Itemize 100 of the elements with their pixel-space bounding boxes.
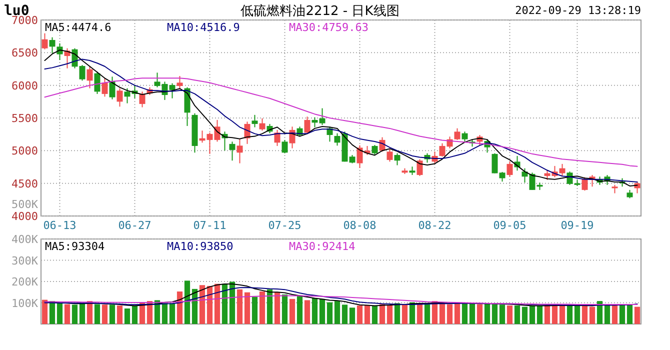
y-tick-label: 100K <box>12 296 38 310</box>
bar <box>424 304 430 324</box>
bar <box>252 296 258 324</box>
candlestick <box>86 66 93 89</box>
candlestick <box>282 139 288 154</box>
candlestick <box>236 138 243 164</box>
y-tick-label: 300K <box>12 254 38 268</box>
bar <box>596 301 603 324</box>
bar <box>484 303 490 324</box>
bar <box>379 304 386 324</box>
bar <box>612 306 618 324</box>
bar <box>582 306 588 324</box>
bar <box>364 306 370 324</box>
candlestick <box>582 176 588 192</box>
candlestick <box>454 128 460 140</box>
bar <box>394 303 400 324</box>
y-tick-label: 200K <box>12 276 38 288</box>
text: 500K <box>12 198 38 211</box>
candlestick <box>259 118 266 132</box>
bar <box>446 304 453 324</box>
bar <box>304 300 310 324</box>
line-series <box>44 286 638 306</box>
candlestick <box>94 71 100 94</box>
candlestick <box>116 88 123 108</box>
bar <box>94 304 100 324</box>
bar <box>349 308 356 324</box>
bar <box>132 306 138 324</box>
x-tick-label: 08-22 <box>418 219 452 232</box>
y-tick-label: 4500 <box>12 177 38 190</box>
bar <box>506 306 513 324</box>
bar <box>244 292 250 324</box>
bar <box>536 306 543 324</box>
bar <box>439 303 446 324</box>
bar <box>214 284 220 324</box>
text: MA30:4759.63 <box>289 21 368 34</box>
bar <box>386 306 393 324</box>
bar <box>116 306 123 324</box>
text: MA30:92414 <box>289 240 356 253</box>
bar <box>604 306 610 324</box>
bar <box>206 286 213 324</box>
bar <box>282 294 288 324</box>
candlestick <box>49 36 56 54</box>
bar <box>402 304 408 324</box>
bar <box>176 291 183 324</box>
x-tick-label: 07-11 <box>193 219 226 232</box>
candlestick <box>386 148 393 162</box>
bar <box>199 285 206 324</box>
candlestick <box>274 129 280 146</box>
bar <box>296 295 303 324</box>
bar <box>109 304 116 324</box>
series-label: MA5:4474.6 <box>45 21 112 34</box>
bar <box>266 289 273 324</box>
bar <box>162 303 168 324</box>
bar <box>274 292 280 324</box>
bar <box>566 306 573 324</box>
bar <box>589 306 596 324</box>
bar <box>229 282 236 324</box>
bar <box>222 284 228 324</box>
bar <box>552 306 558 324</box>
bar <box>416 303 423 324</box>
bar <box>476 304 483 324</box>
candlestick <box>42 32 48 50</box>
candlestick <box>139 91 146 108</box>
bar <box>499 304 506 324</box>
bar <box>634 306 640 324</box>
bar <box>259 291 266 324</box>
bar <box>409 302 416 324</box>
bar <box>574 306 580 324</box>
x-tick-label: 07-25 <box>268 219 302 232</box>
bar <box>154 300 160 324</box>
chart-title: 低硫燃料油2212 - 日K线图 <box>240 4 400 19</box>
bar <box>356 306 363 324</box>
x-tick-label: 09-19 <box>560 219 594 232</box>
candlestick <box>176 75 183 90</box>
bar <box>559 306 566 324</box>
x-tick-label: 08-08 <box>343 219 376 232</box>
candlestick <box>416 158 423 176</box>
line-series <box>44 295 638 305</box>
y-tick-label: 4000 <box>12 210 38 223</box>
text: MA10:4516.9 <box>167 21 240 34</box>
bar <box>236 289 243 324</box>
candlestick <box>506 161 513 178</box>
candlestick <box>252 114 258 128</box>
bar <box>169 303 176 324</box>
bar <box>529 306 536 324</box>
bar <box>124 308 130 324</box>
text: MA10:93850 <box>167 240 234 253</box>
candlestick <box>462 131 468 142</box>
bar <box>56 303 63 324</box>
bar <box>42 300 48 324</box>
bar <box>619 304 626 324</box>
bar <box>514 306 520 324</box>
y-tick-label: 6500 <box>12 46 38 60</box>
bar <box>184 280 190 324</box>
bar <box>372 306 378 324</box>
candlestick <box>56 42 63 60</box>
bar <box>626 304 633 324</box>
candlestick <box>109 76 116 100</box>
x-tick-label: 09-05 <box>493 219 526 232</box>
bar <box>544 304 550 324</box>
